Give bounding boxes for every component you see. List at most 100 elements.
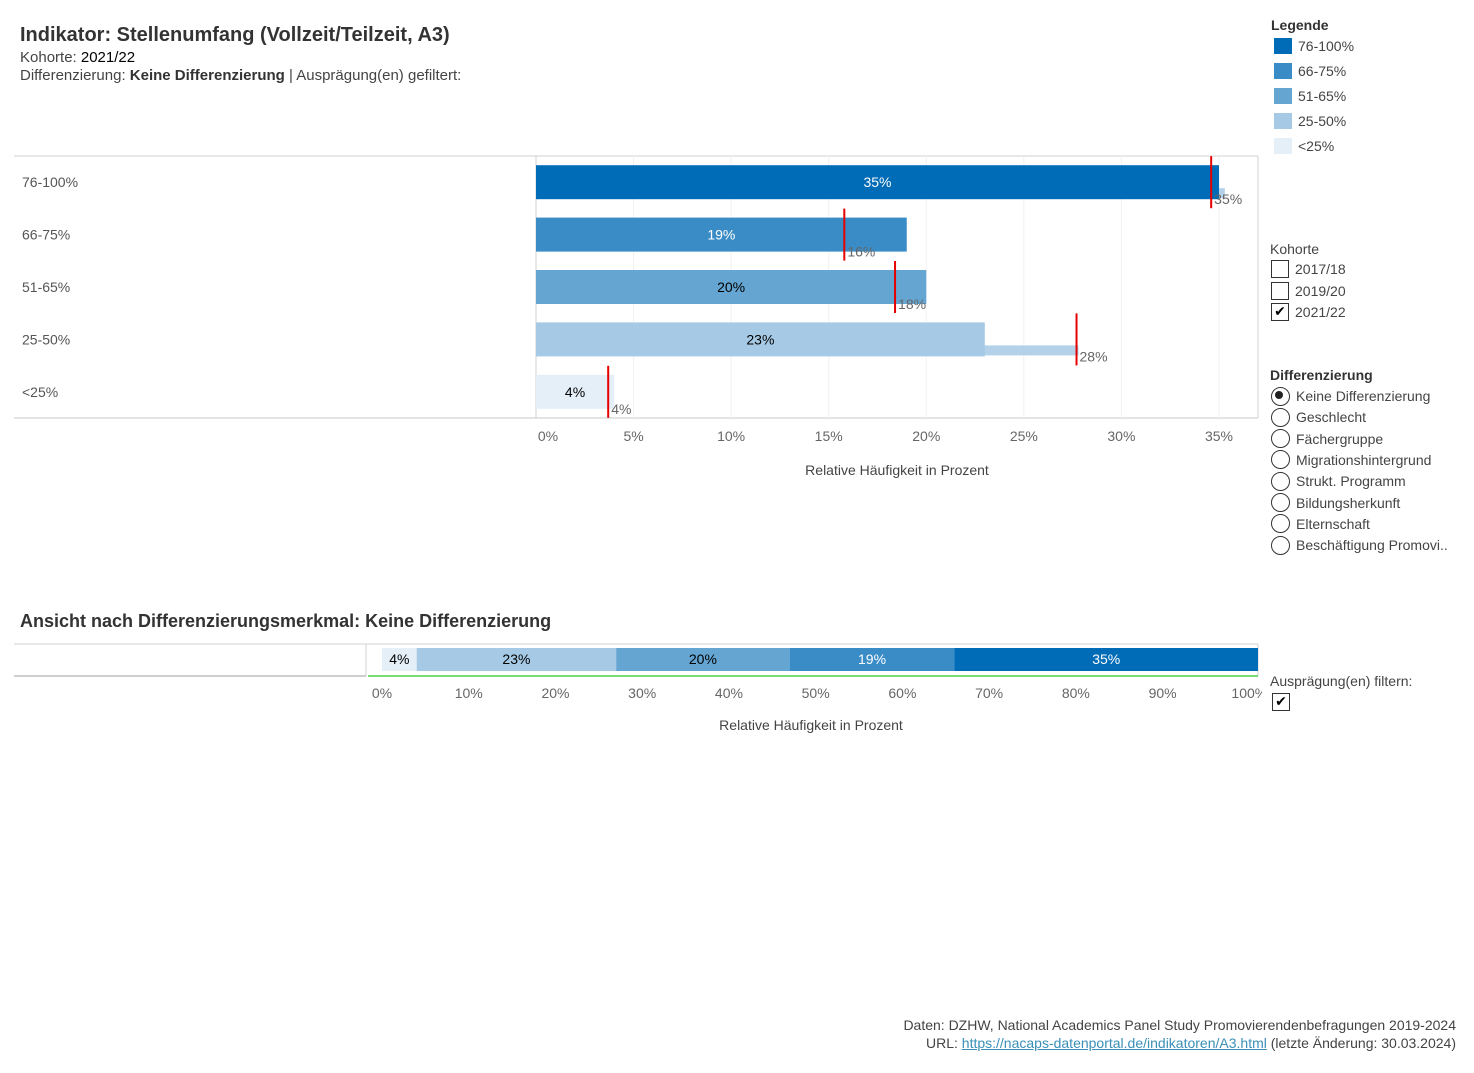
- differenzierung-option[interactable]: Elternschaft: [1271, 514, 1370, 534]
- stack-x-tick-label: 0%: [372, 685, 392, 701]
- stacked-bar-chart: Ansicht nach Differenzierungsmerkmal: Ke…: [14, 611, 1262, 733]
- stack-x-axis-title: Relative Häufigkeit in Prozent: [719, 717, 903, 733]
- stacked-chart-title: Ansicht nach Differenzierungsmerkmal: Ke…: [20, 611, 551, 631]
- kohorte-option-label: 2019/20: [1295, 282, 1346, 299]
- category-label: 25-50%: [22, 331, 70, 347]
- bar-value-label: 23%: [746, 331, 774, 347]
- data-source: Daten: DZHW, National Academics Panel St…: [903, 1017, 1456, 1033]
- stack-x-tick-label: 40%: [715, 685, 743, 701]
- auspraegung-filter-label: Ausprägung(en) filtern:: [1270, 673, 1413, 689]
- differenzierung-radio[interactable]: [1271, 386, 1290, 406]
- x-tick-label: 20%: [912, 428, 940, 444]
- x-tick-label: 0%: [538, 428, 558, 444]
- comparison-value-label: 4%: [611, 401, 631, 417]
- legend-swatch: [1274, 88, 1292, 104]
- differenzierung-radio[interactable]: [1271, 535, 1290, 555]
- differenzierung-radio[interactable]: [1271, 471, 1290, 491]
- stacked-segment-label: 35%: [1092, 651, 1120, 667]
- differenzierung-subtitle-value: Keine Differenzierung: [129, 67, 285, 84]
- differenzierung-radio[interactable]: [1271, 450, 1290, 470]
- bar: [536, 322, 985, 357]
- stacked-segment: [789, 648, 955, 671]
- differenzierung-radio[interactable]: [1271, 407, 1290, 427]
- legend-item[interactable]: <25%: [1274, 137, 1334, 155]
- differenzierung-filter-title: Differenzierung: [1270, 367, 1373, 383]
- differenzierung-option[interactable]: Strukt. Programm: [1271, 471, 1406, 491]
- legend-title: Legende: [1271, 17, 1329, 33]
- differenzierung-subtitle-suffix: | Ausprägung(en) gefiltert:: [284, 67, 462, 84]
- differenzierung-option-label: Keine Differenzierung: [1296, 388, 1431, 404]
- stack-x-tick-label: 70%: [975, 685, 1003, 701]
- differenzierung-option[interactable]: Fächergruppe: [1271, 429, 1383, 449]
- bar-value-label: 19%: [707, 227, 735, 243]
- kohorte-subtitle: Kohorte: 2021/22: [20, 49, 135, 66]
- differenzierung-option-label: Elternschaft: [1296, 515, 1370, 532]
- stack-x-tick-label: 30%: [628, 685, 656, 701]
- stack-x-tick-label: 90%: [1149, 685, 1177, 701]
- category-label: 76-100%: [22, 174, 78, 190]
- differenzierung-option[interactable]: Bildungsherkunft: [1271, 493, 1400, 513]
- x-tick-label: 35%: [1205, 428, 1233, 444]
- comparison-value-label: 28%: [1080, 348, 1108, 364]
- legend-item[interactable]: 66-75%: [1274, 62, 1346, 80]
- legend-swatch: [1274, 38, 1292, 54]
- differenzierung-option[interactable]: Geschlecht: [1271, 407, 1366, 427]
- stack-x-tick-label: 20%: [541, 685, 569, 701]
- bar-value-label: 4%: [565, 384, 585, 400]
- url-suffix: (letzte Änderung: 30.03.2024): [1266, 1035, 1456, 1051]
- differenzierung-subtitle-label: Differenzierung:: [20, 67, 130, 84]
- differenzierung-option[interactable]: Migrationshintergrund: [1271, 450, 1431, 470]
- stacked-segment-label: 4%: [389, 651, 409, 667]
- legend-item[interactable]: 51-65%: [1274, 87, 1346, 105]
- kohorte-checkbox[interactable]: [1271, 260, 1289, 278]
- page-title: Indikator: Stellenumfang (Vollzeit/Teilz…: [20, 24, 450, 46]
- comparison-value-label: 18%: [898, 296, 926, 312]
- bar-value-label: 20%: [717, 279, 745, 295]
- differenzierung-option[interactable]: Keine Differenzierung: [1271, 386, 1430, 406]
- x-tick-label: 5%: [623, 428, 643, 444]
- auspraegung-filter-checkbox[interactable]: ✔: [1272, 693, 1290, 711]
- comparison-value-label: 35%: [1214, 191, 1242, 207]
- bar: [536, 374, 615, 409]
- kohorte-option[interactable]: 2017/18: [1271, 259, 1346, 279]
- kohorte-checkbox[interactable]: ✔: [1271, 303, 1289, 321]
- legend-label: 66-75%: [1298, 63, 1347, 79]
- kohorte-subtitle-label: Kohorte:: [20, 49, 81, 66]
- legend-item[interactable]: 76-100%: [1274, 37, 1354, 55]
- legend-label: 76-100%: [1298, 38, 1355, 54]
- differenzierung-radio[interactable]: [1271, 514, 1290, 534]
- kohorte-option-label: 2017/18: [1295, 261, 1346, 277]
- x-tick-label: 15%: [815, 428, 843, 444]
- differenzierung-option[interactable]: Beschäftigung Promovi..: [1271, 535, 1448, 555]
- bar-value-label: 35%: [863, 174, 891, 190]
- url-prefix: URL:: [925, 1035, 962, 1051]
- legend-swatch: [1274, 63, 1292, 79]
- stack-x-tick-label: 100%: [1231, 685, 1262, 701]
- indicator-url-link[interactable]: https://nacaps-datenportal.de/indikatore…: [961, 1035, 1267, 1051]
- category-label: <25%: [22, 384, 58, 400]
- stacked-segment-label: 23%: [502, 651, 530, 667]
- stack-x-tick-label: 10%: [455, 685, 483, 701]
- legend-swatch: [1274, 113, 1292, 129]
- kohorte-option[interactable]: ✔ 2021/22: [1271, 302, 1346, 322]
- stacked-segment: [416, 648, 617, 671]
- stacked-segment: [616, 648, 790, 671]
- kohorte-subtitle-value: 2021/22: [80, 49, 136, 66]
- differenzierung-radio[interactable]: [1271, 429, 1290, 449]
- kohorte-filter-title: Kohorte: [1270, 241, 1320, 257]
- comparison-value-label: 16%: [847, 244, 875, 260]
- stacked-segment-label: 19%: [858, 651, 886, 667]
- category-label: 51-65%: [22, 279, 70, 295]
- kohorte-checkbox[interactable]: [1271, 281, 1289, 300]
- url-line: URL: https://nacaps-datenportal.de/indik…: [926, 1035, 1456, 1051]
- stacked-segment: [382, 648, 417, 671]
- legend-item[interactable]: 25-50%: [1274, 112, 1346, 130]
- category-label: 66-75%: [22, 227, 70, 243]
- differenzierung-option-label: Strukt. Programm: [1296, 473, 1406, 490]
- kohorte-option[interactable]: 2019/20: [1271, 281, 1346, 301]
- differenzierung-radio[interactable]: [1271, 493, 1290, 512]
- stack-x-tick-label: 50%: [802, 685, 830, 701]
- differenzierung-option-label: Migrationshintergrund: [1296, 451, 1432, 468]
- bar: [536, 165, 1219, 200]
- differenzierung-option-label: Geschlecht: [1296, 409, 1367, 426]
